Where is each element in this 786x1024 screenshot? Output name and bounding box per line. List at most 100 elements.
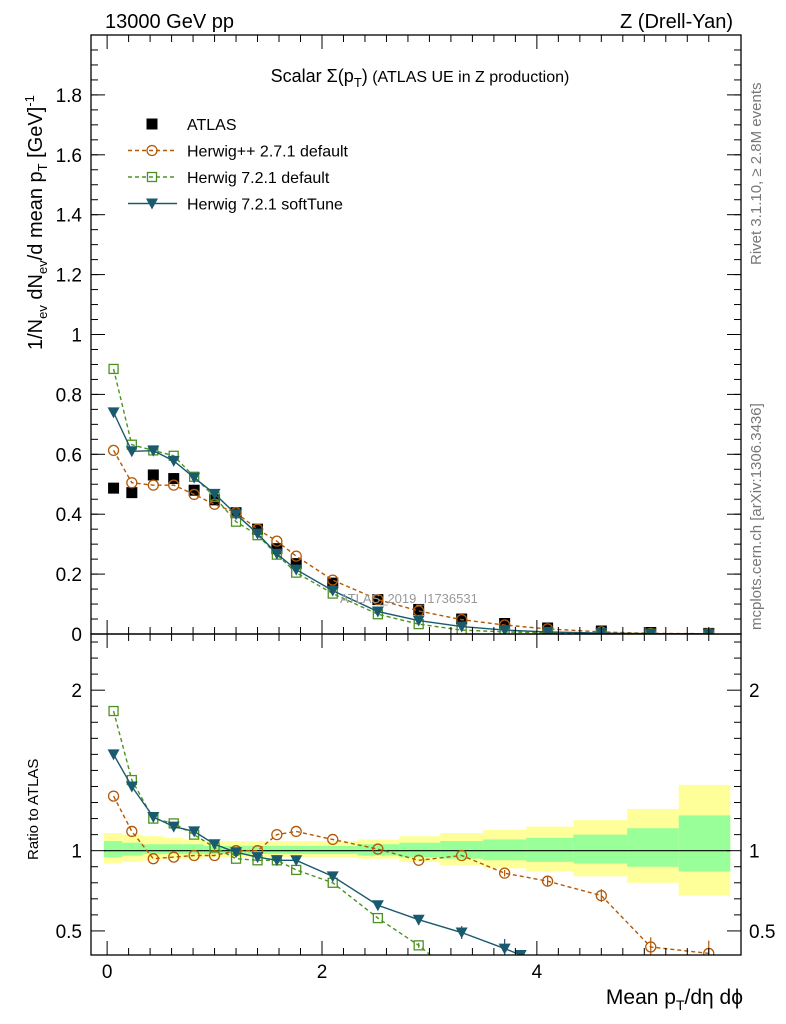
ratio-point (290, 855, 303, 867)
title-scalar: Scalar Σ(p (271, 66, 354, 86)
ylabel-a-sub: ev (35, 305, 50, 319)
ratio-point (251, 852, 264, 864)
ratio-point (456, 849, 468, 862)
main-point (126, 487, 138, 499)
legend-item: Herwig++ 2.7.1 default (128, 144, 349, 161)
title-rest: (ATLAS UE in Z production) (368, 69, 570, 86)
ratio-ytick-label-right: 1 (749, 842, 760, 863)
ratio-point (514, 950, 527, 955)
ratio-point (291, 864, 302, 876)
ratio-xtick-label: 2 (317, 962, 328, 983)
ratio-point (326, 871, 339, 883)
main-point (208, 488, 221, 500)
inner-band (142, 844, 163, 854)
main-point (413, 603, 425, 615)
main-ytick-label: 1.2 (56, 266, 82, 287)
ratio-point (271, 828, 283, 841)
main-ytick-label: 0 (71, 625, 82, 646)
inner-band (286, 845, 307, 854)
main-point (168, 479, 180, 491)
ratio-point (188, 826, 201, 838)
title-sub: T (354, 75, 362, 90)
ratio-panel: 0.5 0.5 1 1 2 2 0 2 4 Ratio to ATLAS Mean pT/dη … (25, 633, 775, 1013)
ratio-point (126, 825, 138, 838)
main-point (455, 621, 468, 633)
ylabel-c: /d mean p (25, 171, 47, 260)
ratio-xtick-label: 4 (532, 962, 543, 983)
ratio-line (112, 710, 432, 955)
main-point (188, 472, 201, 484)
ratio-point (167, 821, 180, 833)
main-title: Scalar Σ(pT) (ATLAS UE in Z production) (271, 66, 570, 90)
ratio-point (208, 849, 221, 862)
main-ytick-label: 0.4 (56, 505, 83, 526)
main-point (251, 528, 264, 540)
main-point (290, 564, 303, 576)
ratio-point (125, 781, 138, 793)
inner-band (267, 845, 287, 854)
ratio-point (208, 839, 221, 851)
main-point (108, 482, 120, 494)
main-point (126, 477, 138, 489)
ratio-ytick-label-left: 2 (71, 681, 82, 702)
ratio-point (455, 927, 468, 939)
ratio-point (168, 851, 180, 863)
main-ytick-label: 1 (71, 326, 82, 347)
ratio-point (188, 849, 200, 862)
ratio-point (147, 853, 159, 865)
ratio-point (413, 854, 425, 866)
xlabel-a-sub: T (676, 997, 685, 1013)
analysis-watermark: ATLAS_2019_I1736531 (340, 591, 478, 606)
main-point (412, 615, 425, 627)
main-point (271, 535, 283, 547)
ratio-ytick-label-left: 0.5 (56, 922, 82, 943)
main-point (147, 469, 159, 481)
main-ytick-label: 1.4 (56, 206, 83, 227)
ratio-point (436, 959, 445, 968)
ratio-point (371, 900, 384, 912)
inner-band (122, 842, 143, 856)
ratio-ytick-label-right: 0.5 (749, 922, 775, 943)
ratio-point (541, 875, 554, 887)
main-series-herwig-2-7-1-default (107, 444, 715, 634)
inner-band (483, 839, 527, 861)
ratio-series-herwig-7-2-1-softtune (107, 749, 527, 955)
xlabel-a: Mean p (606, 986, 676, 1009)
ratio-line (112, 754, 522, 955)
ratio-xtick-label: 0 (102, 962, 113, 983)
header-right: Z (Drell-Yan) (620, 11, 733, 33)
main-point (188, 484, 200, 496)
header-left: 13000 GeV pp (105, 11, 234, 33)
ratio-point (147, 811, 160, 823)
legend-marker (146, 144, 158, 157)
main-ytick-label: 0.2 (56, 565, 82, 586)
ratio-point (108, 705, 119, 717)
ratio-point (595, 889, 607, 902)
ratio-point (498, 943, 511, 955)
main-point (541, 626, 554, 634)
legend-item: Herwig 7.2.1 softTune (128, 197, 343, 214)
legend-item: ATLAS (146, 117, 237, 134)
ratio-xlabel: Mean pT/dη dϕ (606, 986, 743, 1013)
main-point (290, 550, 302, 562)
main-ytick-label: 1.8 (56, 86, 82, 107)
legend-item: Herwig 7.2.1 default (128, 170, 330, 187)
mcplots-label: mcplots.cern.ch [arXiv:1306.3436] (748, 403, 765, 630)
main-point (371, 606, 384, 618)
legend-marker (146, 118, 158, 130)
ylabel-b: dN (25, 274, 47, 305)
inner-band (246, 845, 268, 854)
ratio-point (270, 855, 283, 867)
main-point (167, 455, 180, 467)
ratio-series-herwig-2-7-1-default (107, 790, 715, 955)
main-point (498, 625, 511, 634)
ratio-point (230, 847, 243, 859)
ylabel-d-sup: -1 (22, 95, 37, 107)
main-point (327, 577, 339, 589)
main-point (147, 479, 159, 491)
ratio-point (498, 867, 511, 879)
uncertainty-bands (103, 784, 731, 896)
main-point (107, 444, 120, 457)
ratio-point (107, 749, 120, 761)
